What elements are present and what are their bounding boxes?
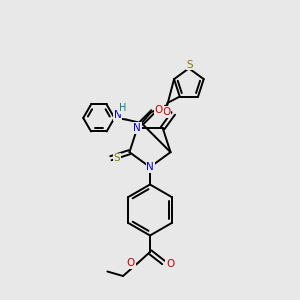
Text: O: O [163, 107, 171, 117]
Text: N: N [114, 110, 122, 120]
Text: N: N [146, 162, 154, 172]
Text: O: O [127, 258, 135, 268]
Text: O: O [155, 105, 163, 115]
Text: S: S [114, 153, 120, 163]
Text: H: H [119, 103, 127, 113]
Text: O: O [166, 259, 174, 269]
Text: S: S [186, 60, 193, 70]
Text: N: N [134, 123, 141, 133]
